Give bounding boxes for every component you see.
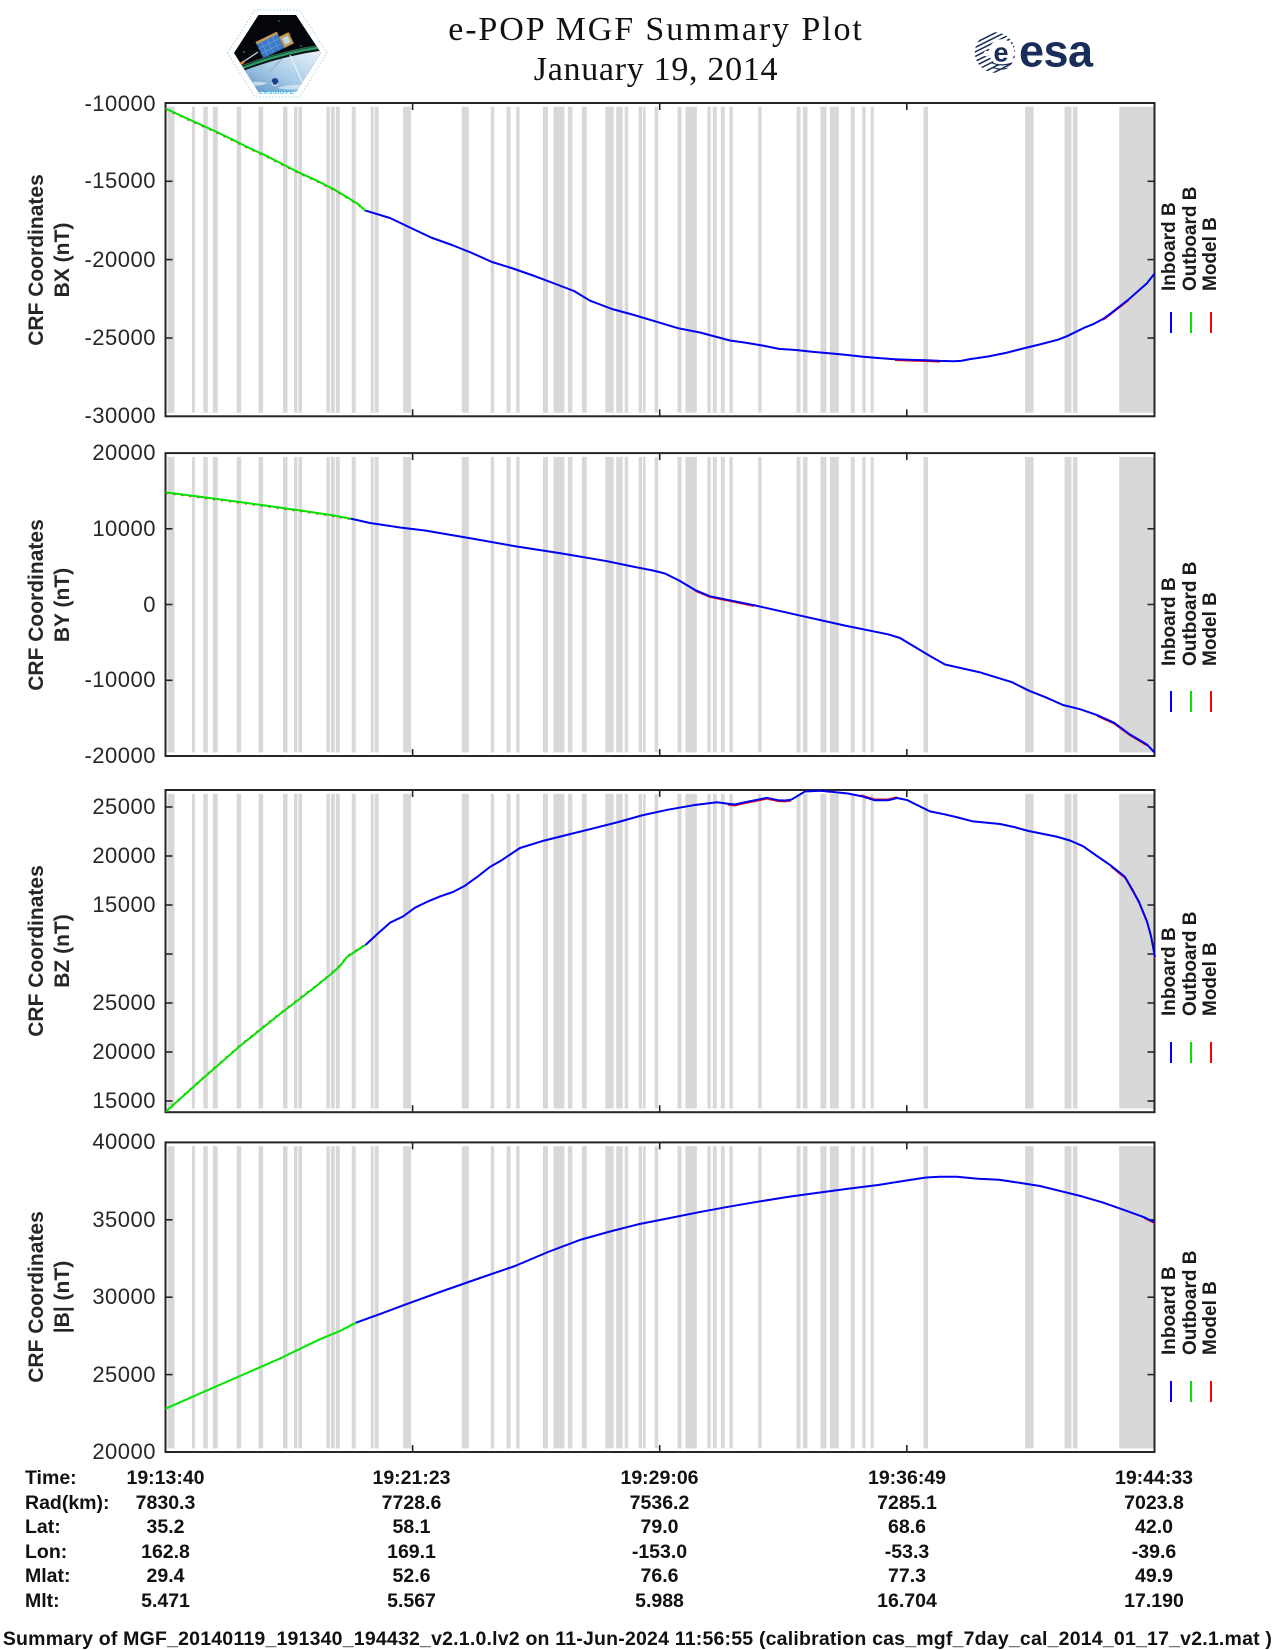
- svg-text:esa: esa: [1019, 26, 1094, 77]
- svg-text:e: e: [994, 38, 1009, 68]
- svg-text:CASSIOPE: CASSIOPE: [259, 90, 295, 96]
